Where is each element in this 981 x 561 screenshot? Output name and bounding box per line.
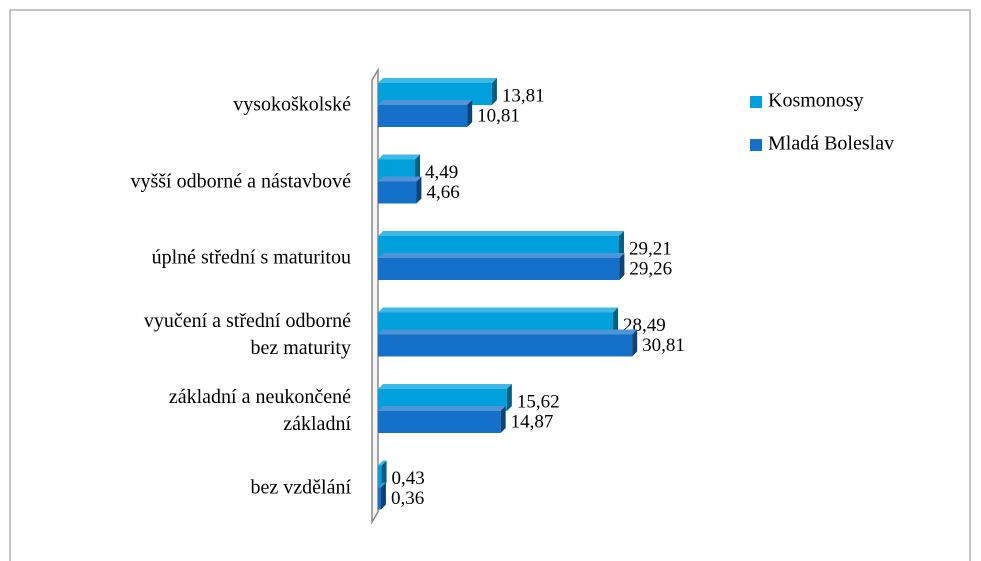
bar-front bbox=[378, 181, 417, 204]
bar-side bbox=[619, 253, 625, 280]
bar bbox=[378, 154, 421, 182]
data-label: 0,43 bbox=[392, 468, 425, 489]
y-tick-label: vysokoškolské bbox=[233, 93, 351, 116]
bar-side bbox=[415, 154, 421, 182]
bar bbox=[378, 482, 386, 510]
bar-top bbox=[378, 100, 473, 105]
bar-side bbox=[500, 406, 506, 433]
bar bbox=[378, 460, 387, 488]
bar-side bbox=[506, 384, 512, 411]
data-label: 10,81 bbox=[477, 105, 520, 126]
bar-front bbox=[378, 83, 492, 105]
data-label: 4,66 bbox=[426, 182, 459, 203]
bar bbox=[378, 231, 624, 258]
bar bbox=[378, 100, 473, 127]
bar-top bbox=[378, 406, 506, 411]
y-tick-label: bez vzdělání bbox=[250, 476, 352, 498]
bar-top bbox=[378, 384, 512, 389]
data-label: 14,87 bbox=[511, 411, 554, 432]
legend-swatch bbox=[750, 96, 762, 108]
axis-wall bbox=[371, 67, 379, 525]
data-label: 0,36 bbox=[391, 488, 424, 509]
bar-side bbox=[632, 329, 638, 357]
bar-front bbox=[378, 236, 619, 258]
bar-front bbox=[378, 105, 468, 127]
bar-side bbox=[467, 100, 473, 127]
bar-top bbox=[378, 307, 619, 313]
bar-side bbox=[618, 231, 624, 258]
legend-label: Kosmonosy bbox=[768, 90, 864, 112]
legend-swatch bbox=[750, 139, 762, 151]
data-label: 15,62 bbox=[517, 391, 560, 412]
bar-front bbox=[378, 487, 381, 510]
bar-top bbox=[378, 253, 625, 258]
bar-top bbox=[378, 154, 421, 160]
bar-top bbox=[378, 78, 497, 83]
bar-front bbox=[378, 389, 507, 411]
y-tick-label: vyšší odborné a nástavbové bbox=[130, 170, 351, 192]
bar-side bbox=[381, 460, 387, 488]
bar-top bbox=[378, 176, 422, 182]
bar bbox=[378, 406, 506, 433]
y-tick-label: úplné střední s maturitou bbox=[151, 246, 351, 269]
bar-front bbox=[378, 465, 382, 488]
bar-top bbox=[378, 231, 624, 236]
bar bbox=[378, 307, 619, 335]
bar-side bbox=[416, 176, 422, 204]
bar-front bbox=[378, 258, 620, 280]
y-tick-label: vyučení a střední odborné bez maturity bbox=[143, 309, 351, 359]
chart-frame bbox=[9, 9, 971, 561]
y-tick-label: základní a neukončené základní bbox=[168, 386, 351, 435]
bar-side bbox=[380, 482, 386, 510]
data-label: 13,81 bbox=[502, 85, 545, 106]
bar bbox=[378, 176, 422, 204]
bar bbox=[378, 384, 512, 411]
legend-label: Mladá Boleslav bbox=[768, 133, 894, 155]
bar-top bbox=[378, 460, 387, 466]
bar bbox=[378, 78, 497, 105]
bar-top bbox=[378, 329, 638, 335]
bar-front bbox=[378, 159, 416, 182]
bar-side bbox=[613, 307, 619, 335]
bar-side bbox=[491, 78, 497, 105]
bar bbox=[378, 253, 625, 280]
data-label: 4,49 bbox=[425, 162, 458, 183]
bar-front bbox=[378, 312, 614, 335]
bar-front bbox=[378, 334, 633, 357]
data-label: 29,21 bbox=[629, 238, 672, 259]
bar bbox=[378, 329, 638, 357]
data-label: 30,81 bbox=[642, 335, 685, 356]
data-label: 29,26 bbox=[629, 258, 672, 279]
bar-top bbox=[378, 482, 386, 488]
bar-front bbox=[378, 411, 501, 433]
